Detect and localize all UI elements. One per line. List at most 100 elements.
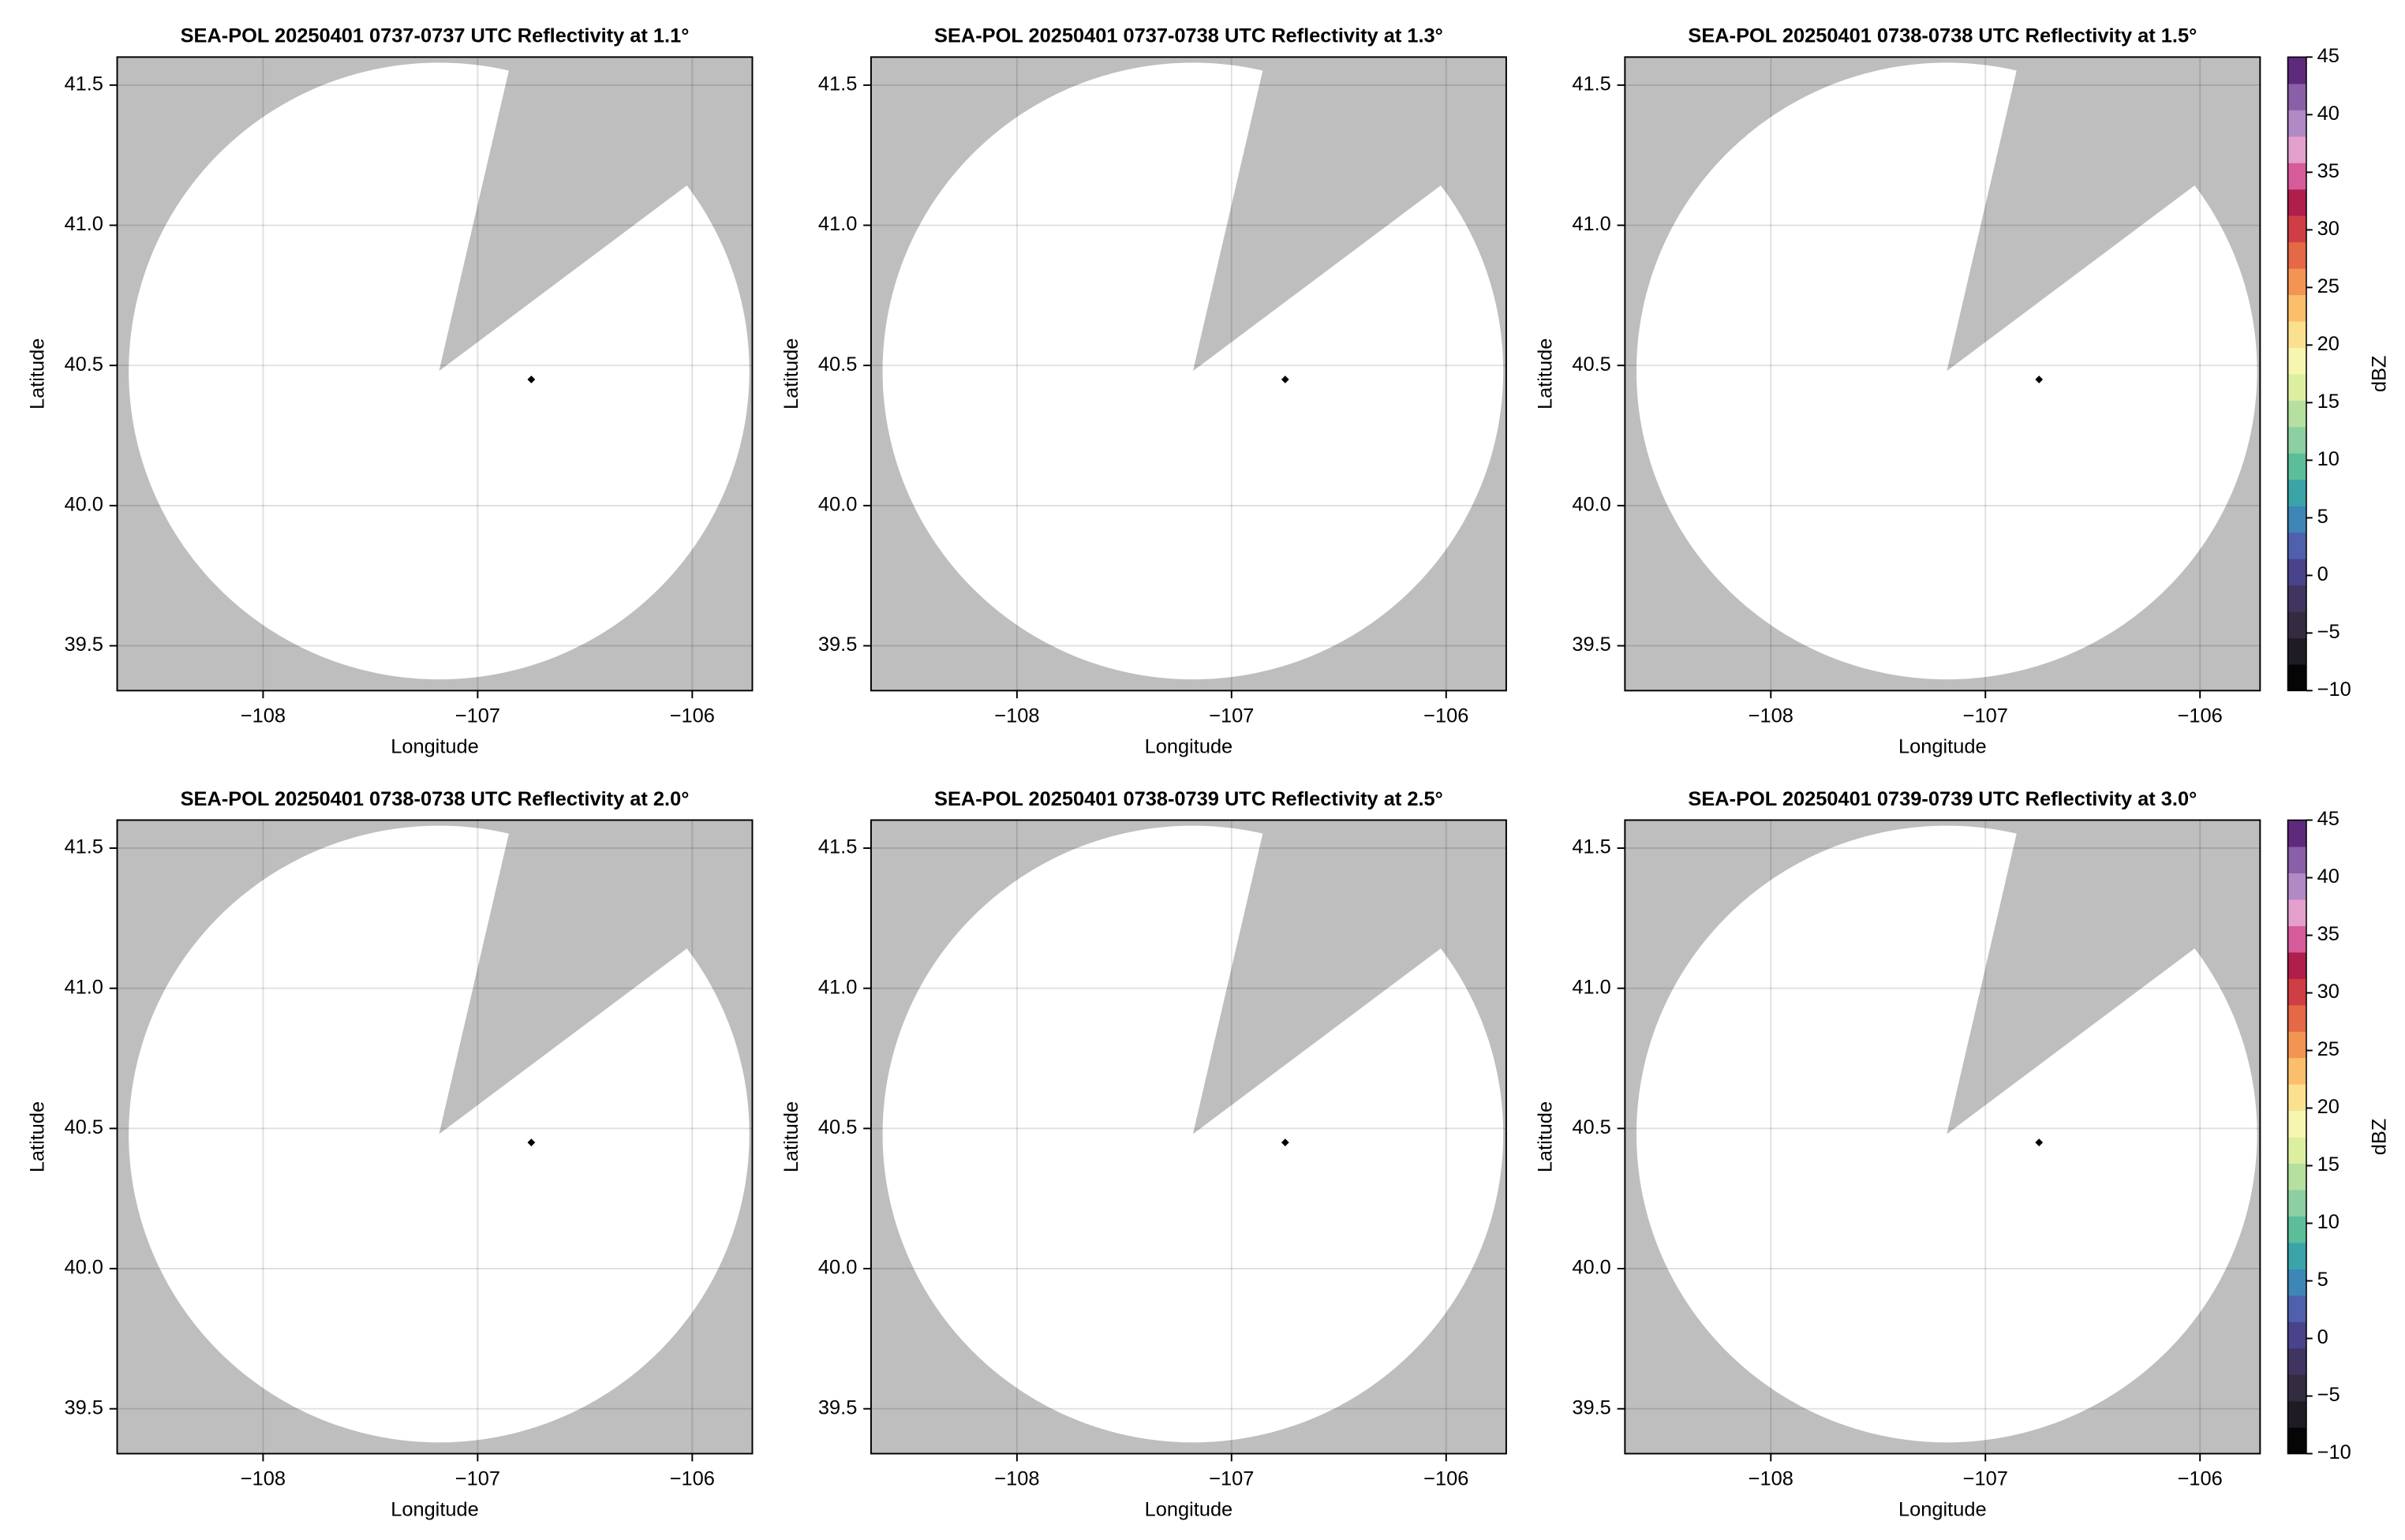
y-axis-label: Latitude: [1534, 338, 1556, 409]
colorbar-tick-label: 5: [2317, 1269, 2328, 1291]
y-tick-label: 39.5: [1572, 634, 1610, 656]
colorbar-swatch: [2287, 1400, 2306, 1428]
colorbar-tick-label: 0: [2317, 563, 2328, 585]
colorbar-label: dBZ: [2368, 356, 2390, 393]
y-tick-label: 41.0: [818, 213, 857, 235]
x-tick-label: −108: [241, 1467, 286, 1490]
frame: [1624, 56, 2261, 692]
x-tick-label: −107: [1209, 705, 1254, 727]
colorbar-tick-label: 35: [2317, 160, 2340, 182]
y-tick-label: 40.5: [818, 353, 857, 376]
colorbar-tick-label: −5: [2317, 621, 2340, 643]
y-axis-label: Latitude: [780, 338, 802, 409]
colorbar-swatch: [2287, 163, 2306, 190]
chart-title: SEA-POL 20250401 0738-0738 UTC Reflectiv…: [181, 788, 690, 810]
colorbar-tick-label: 15: [2317, 1153, 2340, 1176]
y-tick-label: 40.0: [64, 494, 103, 516]
site-marker: [527, 376, 536, 383]
x-tick-label: −106: [2178, 1467, 2223, 1490]
y-tick-label: 40.5: [64, 353, 103, 376]
colorbar-swatch: [2287, 110, 2306, 137]
colorbar-swatch: [2287, 532, 2306, 559]
radar-coverage: [129, 825, 750, 1443]
frame: [870, 819, 1507, 1455]
colorbar-swatch: [2287, 1216, 2306, 1243]
colorbar-swatch: [2287, 294, 2306, 322]
colorbar-tick-label: 0: [2317, 1326, 2328, 1348]
colorbar-swatch: [2287, 1269, 2306, 1296]
x-tick-label: −108: [241, 705, 286, 727]
colorbar-tick-label: 25: [2317, 275, 2340, 297]
radar-coverage: [882, 825, 1504, 1443]
colorbar-tick-label: 45: [2317, 808, 2340, 830]
colorbar-tick-label: 10: [2317, 1211, 2340, 1233]
colorbar-swatch: [2287, 559, 2306, 586]
y-tick-label: 41.5: [64, 73, 103, 95]
y-tick-label: 39.5: [818, 634, 857, 656]
y-tick-label: 41.5: [1572, 836, 1610, 858]
plot-area: [870, 57, 1506, 691]
frame: [116, 819, 754, 1455]
x-axis-label: Longitude: [391, 1499, 479, 1521]
y-tick-label: 41.0: [64, 213, 103, 235]
colorbar-swatch: [2287, 453, 2306, 480]
colorbar-swatch: [2287, 873, 2306, 900]
colorbar-swatch: [2287, 1004, 2306, 1032]
y-tick-label: 41.0: [64, 976, 103, 998]
colorbar-tick-label: 15: [2317, 391, 2340, 413]
y-tick-label: 41.0: [1572, 213, 1610, 235]
colorbar-swatch: [2287, 1427, 2306, 1455]
y-tick-label: 40.5: [64, 1116, 103, 1138]
plot-area: [1625, 820, 2261, 1454]
colorbar-swatch: [2287, 611, 2306, 639]
x-tick-label: −107: [455, 705, 500, 727]
colorbar-swatch: [2287, 1110, 2306, 1138]
colorbar-tick-label: 30: [2317, 218, 2340, 240]
y-axis-label: Latitude: [1534, 1101, 1556, 1172]
x-axis-label: Longitude: [1145, 735, 1233, 757]
x-tick-label: −108: [1749, 1467, 1793, 1490]
colorbar-swatch: [2287, 83, 2306, 110]
chart-title: SEA-POL 20250401 0738-0739 UTC Reflectiv…: [934, 788, 1443, 810]
colorbar-swatch: [2287, 1057, 2306, 1085]
x-axis-label: Longitude: [1145, 1499, 1233, 1521]
y-tick-label: 41.5: [1572, 73, 1610, 95]
colorbar-tick-label: 35: [2317, 923, 2340, 945]
plot-area: [870, 820, 1506, 1454]
colorbar-tick-label: −5: [2317, 1384, 2340, 1406]
site-marker: [1281, 376, 1289, 383]
colorbar-swatch: [2287, 1137, 2306, 1164]
colorbar-swatch: [2287, 1163, 2306, 1191]
y-tick-label: 40.5: [1572, 353, 1610, 376]
colorbar-tick-label: −10: [2317, 678, 2351, 701]
x-tick-label: −107: [455, 1467, 500, 1490]
colorbar-tick-label: 5: [2317, 506, 2328, 528]
colorbar-swatch: [2287, 320, 2306, 348]
x-tick-label: −106: [1423, 1467, 1468, 1490]
x-axis-label: Longitude: [1898, 735, 1987, 757]
y-tick-label: 39.5: [64, 634, 103, 656]
plot-area: [117, 820, 753, 1454]
x-tick-label: −107: [1963, 705, 2008, 727]
colorbar-swatch: [2287, 1031, 2306, 1059]
colorbar-swatch: [2287, 268, 2306, 296]
y-axis-label: Latitude: [27, 1101, 49, 1172]
colorbar-swatch: [2287, 215, 2306, 243]
plot-area: [117, 57, 753, 691]
colorbar-tick-label: 40: [2317, 103, 2340, 125]
radar-coverage: [1636, 62, 2257, 680]
colorbar-swatch: [2287, 1084, 2306, 1112]
x-tick-label: −106: [1423, 705, 1468, 727]
y-axis-label: Latitude: [27, 338, 49, 409]
x-tick-label: −106: [670, 1467, 715, 1490]
frame: [870, 56, 1507, 692]
colorbar-frame: [2287, 819, 2307, 1455]
chart-title: SEA-POL 20250401 0737-0738 UTC Reflectiv…: [934, 25, 1443, 47]
colorbar-tick-label: 20: [2317, 1096, 2340, 1118]
y-tick-label: 40.5: [1572, 1116, 1610, 1138]
chart-title: SEA-POL 20250401 0738-0738 UTC Reflectiv…: [1688, 25, 2197, 47]
frame: [1624, 819, 2261, 1455]
colorbar-swatch: [2287, 1348, 2306, 1375]
colorbar-swatch: [2287, 820, 2306, 847]
